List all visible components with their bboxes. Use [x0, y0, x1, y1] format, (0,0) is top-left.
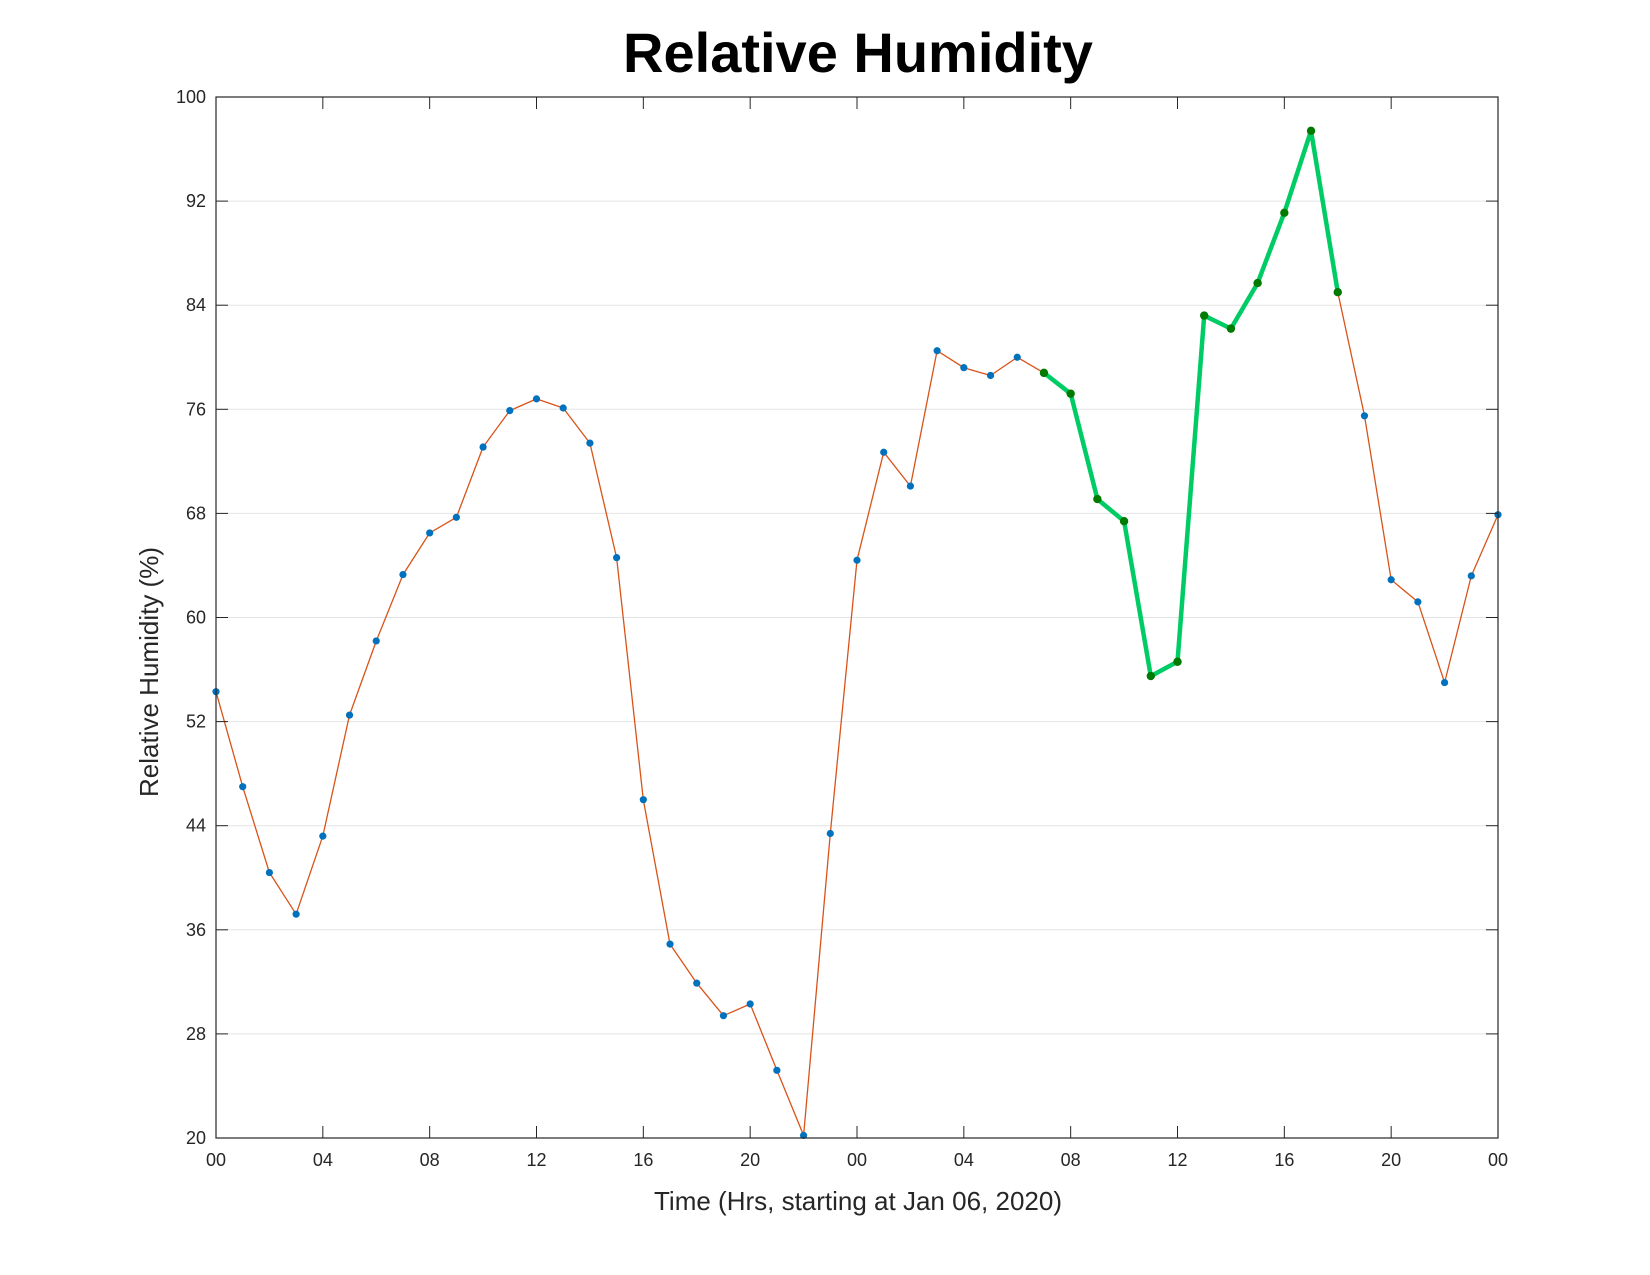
data-point: [880, 448, 888, 456]
data-point: [1333, 287, 1342, 297]
grid-lines: [216, 96, 1498, 1139]
chart-title: Relative Humidity: [623, 21, 1093, 84]
data-point: [426, 529, 434, 537]
y-tick-label: 52: [186, 712, 206, 732]
data-point: [613, 554, 621, 562]
data-point: [1253, 278, 1262, 288]
x-tick-label: 00: [1488, 1150, 1508, 1170]
y-tick-label: 68: [186, 503, 206, 523]
data-point: [506, 407, 514, 415]
data-point: [1039, 368, 1049, 378]
y-tick-label: 92: [186, 191, 206, 211]
y-tick-label: 76: [186, 399, 206, 419]
data-point: [1414, 598, 1422, 606]
x-tick-label: 20: [1381, 1150, 1401, 1170]
y-tick-label: 20: [186, 1128, 206, 1148]
data-point: [1226, 324, 1236, 333]
data-point: [559, 404, 567, 412]
data-point: [1146, 671, 1155, 681]
y-tick-label: 28: [186, 1024, 206, 1044]
data-point: [773, 1066, 781, 1074]
data-point: [693, 979, 701, 987]
data-point: [239, 783, 247, 791]
data-point: [1306, 126, 1316, 136]
x-tick-label: 04: [954, 1150, 974, 1170]
series-layer: [212, 126, 1502, 1139]
data-point: [639, 796, 647, 804]
data-point: [452, 513, 460, 521]
data-point: [292, 910, 300, 918]
data-point: [799, 1131, 808, 1139]
data-point: [532, 395, 541, 403]
y-tick-label: 44: [186, 816, 206, 836]
data-point: [960, 364, 968, 372]
data-point: [1440, 678, 1449, 687]
data-point: [933, 347, 941, 355]
data-point: [1200, 311, 1209, 320]
x-tick-label: 16: [633, 1150, 653, 1170]
y-tick-label: 84: [186, 295, 206, 315]
x-tick-label: 08: [1061, 1150, 1081, 1170]
data-point: [1387, 576, 1395, 584]
data-point: [1066, 389, 1075, 398]
series-line-1: [215, 130, 1499, 1137]
y-axis-label: Relative Humidity (%): [134, 547, 164, 797]
series-line-2: [1042, 128, 1341, 679]
data-point: [986, 371, 995, 380]
data-point: [1013, 353, 1021, 361]
data-point: [719, 1012, 728, 1020]
data-point: [853, 556, 861, 564]
data-point: [826, 829, 834, 838]
data-point: [399, 570, 407, 579]
data-point: [1173, 657, 1182, 666]
data-point: [265, 868, 274, 877]
y-tick-label: 36: [186, 920, 206, 940]
data-point: [345, 711, 354, 719]
data-point: [746, 1000, 754, 1008]
y-tick-label: 100: [176, 87, 206, 107]
data-point: [906, 482, 915, 490]
data-point: [479, 443, 487, 451]
data-point: [1467, 572, 1475, 580]
x-tick-label: 12: [1167, 1150, 1187, 1170]
data-point: [319, 832, 327, 840]
data-point: [586, 439, 594, 447]
data-point: [1119, 517, 1129, 526]
x-tick-label: 20: [740, 1150, 760, 1170]
data-point: [1093, 494, 1102, 504]
y-tick-label: 60: [186, 608, 206, 628]
x-tick-label: 00: [206, 1150, 226, 1170]
data-point: [1360, 412, 1369, 420]
data-point: [372, 637, 380, 645]
x-axis-label: Time (Hrs, starting at Jan 06, 2020): [654, 1186, 1062, 1216]
x-tick-label: 16: [1274, 1150, 1294, 1170]
data-point: [666, 940, 674, 948]
x-tick-label: 12: [526, 1150, 546, 1170]
x-tick-label: 00: [847, 1150, 867, 1170]
x-tick-label: 04: [313, 1150, 333, 1170]
x-tick-label: 08: [420, 1150, 440, 1170]
data-point: [1280, 208, 1289, 218]
